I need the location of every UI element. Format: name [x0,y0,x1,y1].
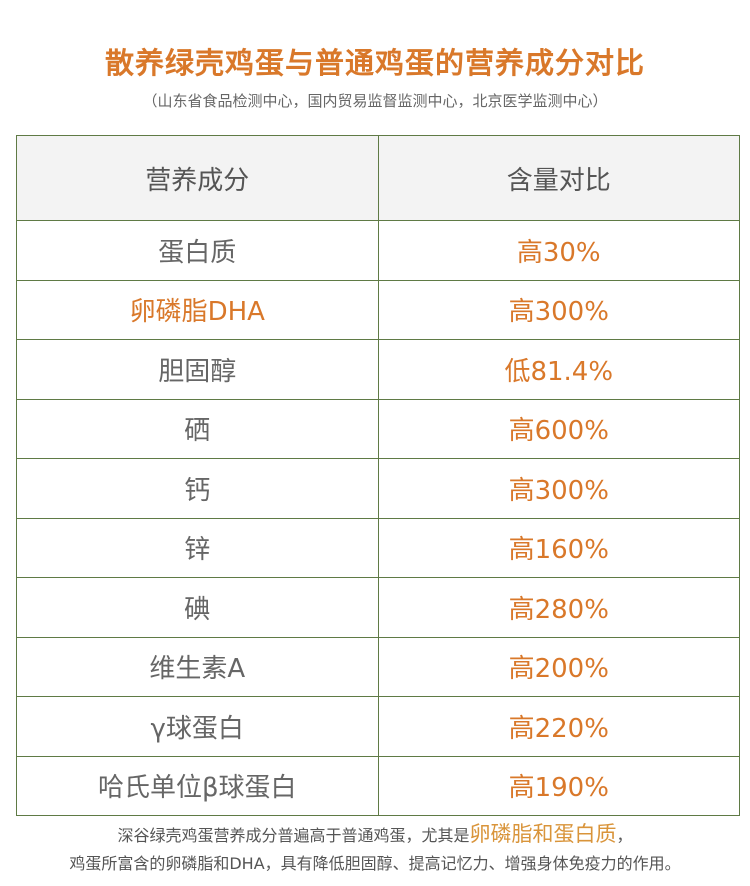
table-row: γ球蛋白 高220% [16,696,740,757]
header-nutrient: 营养成分 [16,135,379,221]
comparison-value: 高300% [377,458,740,519]
nutrient-name: 蛋白质 [16,220,379,281]
nutrient-name: 锌 [16,517,379,578]
nutrient-name: 卵磷脂DHA [16,279,379,340]
table-row: 哈氏单位β球蛋白 高190% [16,755,740,816]
comparison-value: 高220% [377,696,740,757]
table-row: 硒高600% [16,398,740,459]
nutrition-comparison-table: 营养成分 含量对比 蛋白质 高30% 卵磷脂DHA 高300% 胆固醇 低81.4% 硒高6… [16,135,740,816]
comparison-value: 高280% [377,577,740,638]
table-row: 钙高300% [16,458,740,519]
page-subtitle: （山东省食品检测中心，国内贸易监督监测中心，北京医学监测中心） [142,92,608,110]
nutrient-name: 硒 [16,398,379,459]
table-row: 维生素A 高200% [16,636,740,697]
page-title: 散养绿壳鸡蛋与普通鸡蛋的营养成分对比 [104,46,645,80]
nutrient-name: 胆固醇 [16,339,379,400]
nutrient-name: 钙 [16,458,379,519]
table-row: 胆固醇 低81.4% [16,339,740,400]
footnote-text: 深谷绿壳鸡蛋营养成分普遍高于普通鸡蛋，尤其是 [117,826,470,845]
comparison-value: 高300% [377,279,740,340]
table-row: 蛋白质 高30% [16,220,740,281]
table-header-row: 营养成分 含量对比 [16,135,740,221]
footnote-line-1: 深谷绿壳鸡蛋营养成分普遍高于普通鸡蛋，尤其是卵磷脂和蛋白质， [0,820,750,850]
footnote-text: ， [616,826,633,845]
nutrient-name: 维生素A [16,636,379,697]
footnote-highlight: 卵磷脂和蛋白质 [469,822,617,846]
nutrient-name: 碘 [16,577,379,638]
table-row: 锌高160% [16,517,740,578]
table-row: 卵磷脂DHA 高300% [16,279,740,340]
comparison-value: 低81.4% [377,339,740,400]
comparison-value: 高600% [377,398,740,459]
nutrient-name: γ球蛋白 [16,696,379,757]
comparison-value: 高30% [377,220,740,281]
footnote: 深谷绿壳鸡蛋营养成分普遍高于普通鸡蛋，尤其是卵磷脂和蛋白质， 鸡蛋所富含的卵磷脂… [0,820,750,878]
comparison-value: 高200% [377,636,740,697]
nutrient-name: 哈氏单位β球蛋白 [16,755,379,816]
header-comparison: 含量对比 [377,135,740,221]
table-row: 碘高280% [16,577,740,638]
footnote-line-2: 鸡蛋所富含的卵磷脂和DHA，具有降低胆固醇、提高记忆力、增强身体免疫力的作用。 [69,854,681,873]
comparison-value: 高190% [377,755,740,816]
comparison-value: 高160% [377,517,740,578]
